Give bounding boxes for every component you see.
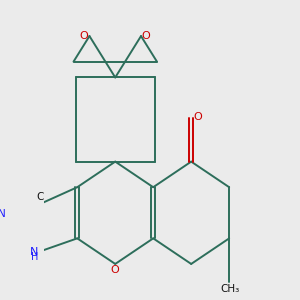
- Text: N: N: [30, 247, 39, 256]
- Text: N: N: [0, 209, 5, 219]
- Text: O: O: [80, 31, 88, 41]
- Text: O: O: [193, 112, 202, 122]
- Text: C: C: [37, 192, 44, 202]
- Text: O: O: [142, 31, 151, 41]
- Text: O: O: [111, 265, 120, 275]
- Text: CH₃: CH₃: [220, 284, 240, 294]
- Text: H: H: [31, 251, 39, 262]
